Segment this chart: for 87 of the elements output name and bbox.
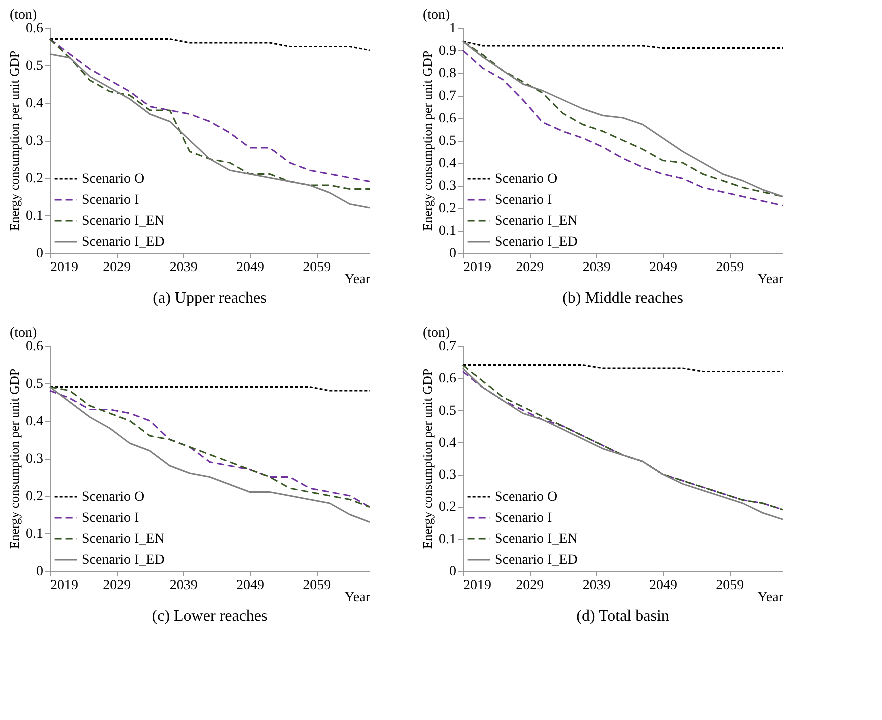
y-axis-title: Energy consumption per unit GDP	[420, 50, 435, 232]
y-tick-label: 0.6	[439, 112, 456, 126]
legend-label: Scenario O	[495, 172, 558, 187]
y-axis-title: Energy consumption per unit GDP	[420, 368, 435, 550]
legend-label: Scenario I_EN	[82, 214, 165, 229]
x-tick-label: 2019	[50, 578, 78, 594]
text: (ton)	[10, 8, 38, 23]
legend-label: Scenario O	[495, 490, 558, 505]
x-tick-label: 2039	[170, 578, 198, 594]
y-tick-label: 0.3	[439, 179, 456, 194]
x-tick-label: 2059	[716, 578, 744, 594]
x-tick-label: 2039	[170, 260, 198, 276]
x-tick-label: 2049	[236, 260, 264, 276]
x-tick-label: 2039	[582, 260, 611, 276]
legend-label: Scenario I	[82, 511, 140, 526]
text: (d) Total basin	[576, 608, 670, 625]
legend-label: Scenario I_ED	[82, 553, 165, 568]
y-tick-label: 0.2	[439, 500, 456, 516]
legend-label: Scenario I	[82, 193, 140, 208]
x-tick-label: 2019	[464, 578, 492, 594]
x-tick-label: 2019	[50, 260, 78, 276]
x-axis-title: Year	[344, 590, 371, 606]
y-tick-label: 1	[450, 22, 456, 36]
text: (ton)	[10, 326, 38, 341]
y-tick-label: 0.6	[26, 340, 44, 354]
y-tick-label: 0.7	[439, 89, 456, 104]
y-tick-label: 0.5	[26, 377, 44, 392]
legend-label: Scenario I	[495, 511, 552, 526]
y-tick-label: 0.6	[26, 22, 44, 36]
x-tick-label: 2029	[103, 260, 132, 276]
y-axis-title: Energy consumption per unit GDP	[7, 368, 22, 550]
legend-label: Scenario I_ED	[495, 235, 578, 250]
x-axis-title: Year	[344, 272, 371, 288]
y-tick-label: 0.5	[439, 134, 456, 149]
x-tick-label: 2049	[650, 578, 678, 594]
y-tick-label: 0.3	[26, 452, 44, 467]
y-tick-label: 0.5	[26, 59, 44, 74]
x-tick-label: 2029	[516, 260, 544, 276]
y-tick-label: 0.4	[26, 414, 44, 430]
legend-label: Scenario I_ED	[82, 235, 165, 250]
y-tick-label: 0	[450, 564, 456, 580]
y-tick-label: 0.4	[26, 96, 44, 112]
text: (ton)	[423, 8, 451, 23]
text: (a) Upper reaches	[153, 290, 267, 307]
x-tick-label: 2029	[103, 578, 132, 594]
y-tick-label: 0.7	[439, 340, 456, 354]
legend-label: Scenario I_EN	[82, 532, 165, 547]
y-tick-label: 0.8	[439, 66, 456, 82]
x-tick-label: 2019	[464, 260, 492, 276]
y-tick-label: 0	[36, 564, 44, 580]
legend-label: Scenario I_ED	[495, 553, 578, 568]
x-tick-label: 2029	[516, 578, 544, 594]
y-tick-label: 0.2	[439, 202, 456, 216]
x-tick-label: 2049	[236, 578, 264, 594]
y-tick-label: 0.1	[439, 532, 456, 548]
text: (ton)	[423, 326, 451, 341]
y-tick-label: 0.1	[439, 224, 456, 239]
x-tick-label: 2059	[716, 260, 744, 276]
x-tick-label: 2059	[303, 578, 332, 594]
x-axis-title: Year	[758, 590, 784, 606]
y-tick-label: 0.2	[26, 172, 44, 186]
x-tick-label: 2059	[303, 260, 332, 276]
legend-label: Scenario I_EN	[495, 532, 578, 547]
legend-label: Scenario O	[82, 172, 145, 187]
y-tick-label: 0	[450, 246, 456, 262]
text: (c) Lower reaches	[152, 608, 268, 625]
x-tick-label: 2049	[650, 260, 678, 276]
y-tick-label: 0.6	[439, 372, 456, 387]
y-tick-label: 0.1	[26, 209, 44, 224]
x-axis-title: Year	[758, 272, 784, 288]
y-tick-label: 0	[36, 246, 44, 262]
y-tick-label: 0.5	[439, 404, 456, 419]
y-tick-label: 0.1	[26, 527, 44, 542]
y-tick-label: 0.9	[439, 44, 456, 59]
line-series	[49, 54, 371, 209]
x-tick-label: 2039	[582, 578, 611, 594]
y-tick-label: 0.4	[439, 156, 456, 172]
legend-label: Scenario I_EN	[495, 214, 578, 229]
text: (b) Middle reaches	[562, 290, 684, 307]
line-series	[49, 38, 371, 52]
y-tick-label: 0.3	[26, 134, 44, 149]
y-tick-label: 0.3	[439, 468, 456, 484]
legend-label: Scenario O	[82, 490, 145, 505]
y-tick-label: 0.4	[439, 436, 456, 451]
y-axis-title: Energy consumption per unit GDP	[7, 50, 22, 232]
legend-label: Scenario I	[495, 193, 552, 208]
y-tick-label: 0.2	[26, 490, 44, 504]
